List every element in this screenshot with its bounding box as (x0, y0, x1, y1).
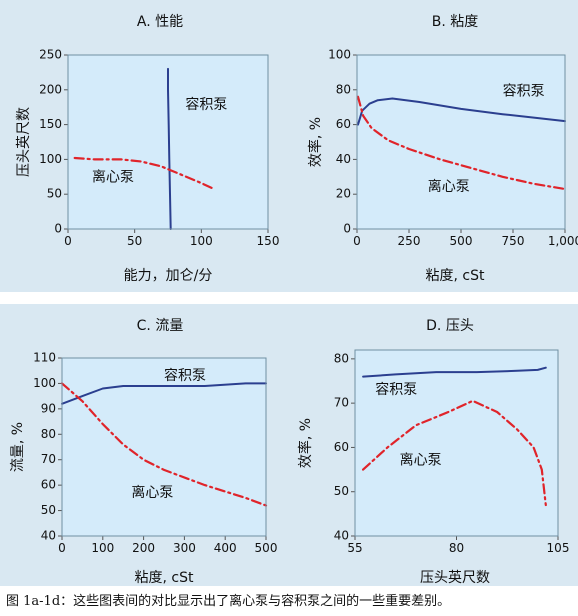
x-axis-label-a: 能力，加仑/分 (124, 268, 213, 284)
y-tick-label: 0 (343, 222, 351, 236)
series-label-centrifugal-d: 离心泵 (400, 452, 442, 469)
x-tick-label: 0 (64, 234, 72, 248)
x-tick-label: 0 (58, 541, 66, 555)
y-axis-label-b: 效率, % (307, 117, 324, 167)
chart-title-a: A. 性能 (137, 14, 183, 30)
y-tick-label: 200 (39, 82, 62, 96)
chart-a-performance: A. 性能 0 50 100 150 200 250 0 50 100 150 能力，加仑/分 压头英尺… (15, 14, 279, 284)
plot-area-c (62, 358, 266, 536)
x-tick-label: 50 (127, 234, 142, 248)
x-tick-label: 150 (257, 234, 280, 248)
y-tick-label: 40 (334, 529, 349, 543)
y-tick-label: 110 (33, 351, 56, 365)
y-tick-label: 80 (336, 82, 351, 96)
series-line-positive-displacement-b (357, 97, 566, 126)
y-tick-label: 50 (47, 187, 62, 201)
series-label-centrifugal-a: 离心泵 (92, 168, 134, 185)
series-line-positive-displacement-d (362, 366, 547, 378)
plot-border-c (61, 357, 267, 537)
y-tick-label: 80 (41, 427, 56, 441)
x-tick-label: 400 (214, 541, 237, 555)
y-tick-label: 50 (334, 484, 349, 498)
y-tick-label: 20 (336, 187, 351, 201)
y-tick-label: 50 (41, 503, 56, 517)
plot-border-b (356, 54, 566, 230)
y-tick-label: 0 (54, 222, 62, 236)
series-label-centrifugal-c: 离心泵 (131, 484, 173, 501)
series-line-positive-displacement-c (61, 382, 267, 405)
y-tick-label: 70 (334, 396, 349, 410)
plot-border-a (67, 54, 269, 230)
x-tick-label: 0 (353, 234, 361, 248)
y-tick-label: 60 (41, 478, 56, 492)
x-tick-label: 500 (255, 541, 278, 555)
y-tick-label: 90 (41, 401, 56, 415)
y-tick-label: 40 (41, 529, 56, 543)
y-axis-label-a: 压头英尺数 (15, 107, 32, 177)
chart-title-c: C. 流量 (137, 318, 184, 334)
x-tick-label: 105 (547, 541, 570, 555)
series-line-centrifugal-b (356, 95, 567, 191)
chart-title-b: B. 粘度 (432, 14, 479, 30)
series-label-positive-displacement-c: 容积泵 (164, 367, 206, 384)
x-tick-label: 100 (91, 541, 114, 555)
series-label-positive-displacement-b: 容积泵 (503, 83, 545, 100)
y-tick-label: 40 (336, 152, 351, 166)
x-axis-label-d: 压头英尺数 (420, 569, 490, 586)
y-axis-label-d: 效率, % (297, 418, 314, 468)
x-tick-label: 1,000 (548, 234, 578, 248)
x-tick-label: 200 (132, 541, 155, 555)
chart-title-d: D. 压头 (426, 318, 474, 334)
y-tick-label: 100 (328, 48, 351, 62)
x-tick-label: 100 (190, 234, 213, 248)
x-tick-label: 750 (502, 234, 525, 248)
x-axis-label-b: 粘度, cSt (426, 268, 485, 284)
y-axis-label-c: 流量, % (10, 422, 26, 472)
y-tick-label: 100 (39, 152, 62, 166)
y-tick-label: 60 (336, 117, 351, 131)
x-tick-label: 500 (450, 234, 473, 248)
y-tick-label: 70 (41, 452, 56, 466)
plot-area-b (357, 55, 565, 229)
chart-b-viscosity: B. 粘度 0 20 40 60 80 100 0 250 500 750 1,000 粘度, cSt 效… (307, 14, 578, 284)
series-line-positive-displacement-a (167, 67, 172, 230)
chart-c-flow: C. 流量 40 50 60 70 80 90 100 110 0 100 200 300 400 500 粘… (10, 318, 277, 586)
x-tick-label: 250 (398, 234, 421, 248)
x-tick-label: 55 (347, 541, 362, 555)
y-tick-label: 80 (334, 351, 349, 365)
plot-area-d (355, 350, 558, 536)
x-tick-label: 300 (173, 541, 196, 555)
plot-border-d (354, 349, 559, 537)
y-tick-label: 100 (33, 376, 56, 390)
y-tick-label: 250 (39, 48, 62, 62)
series-line-centrifugal-a (73, 156, 216, 191)
series-line-centrifugal-c (60, 382, 268, 507)
x-tick-label: 80 (449, 541, 464, 555)
series-line-centrifugal-d (362, 399, 547, 507)
series-label-centrifugal-b: 离心泵 (428, 178, 470, 195)
series-label-positive-displacement-a: 容积泵 (185, 96, 227, 113)
figure-caption: 图 1a-1d：这些图表间的对比显示出了离心泵与容积泵之间的一些重要差别。 (6, 594, 451, 609)
y-tick-label: 150 (39, 117, 62, 131)
x-axis-label-c: 粘度, cSt (135, 570, 194, 586)
series-label-positive-displacement-d: 容积泵 (375, 381, 417, 398)
y-tick-label: 60 (334, 440, 349, 454)
